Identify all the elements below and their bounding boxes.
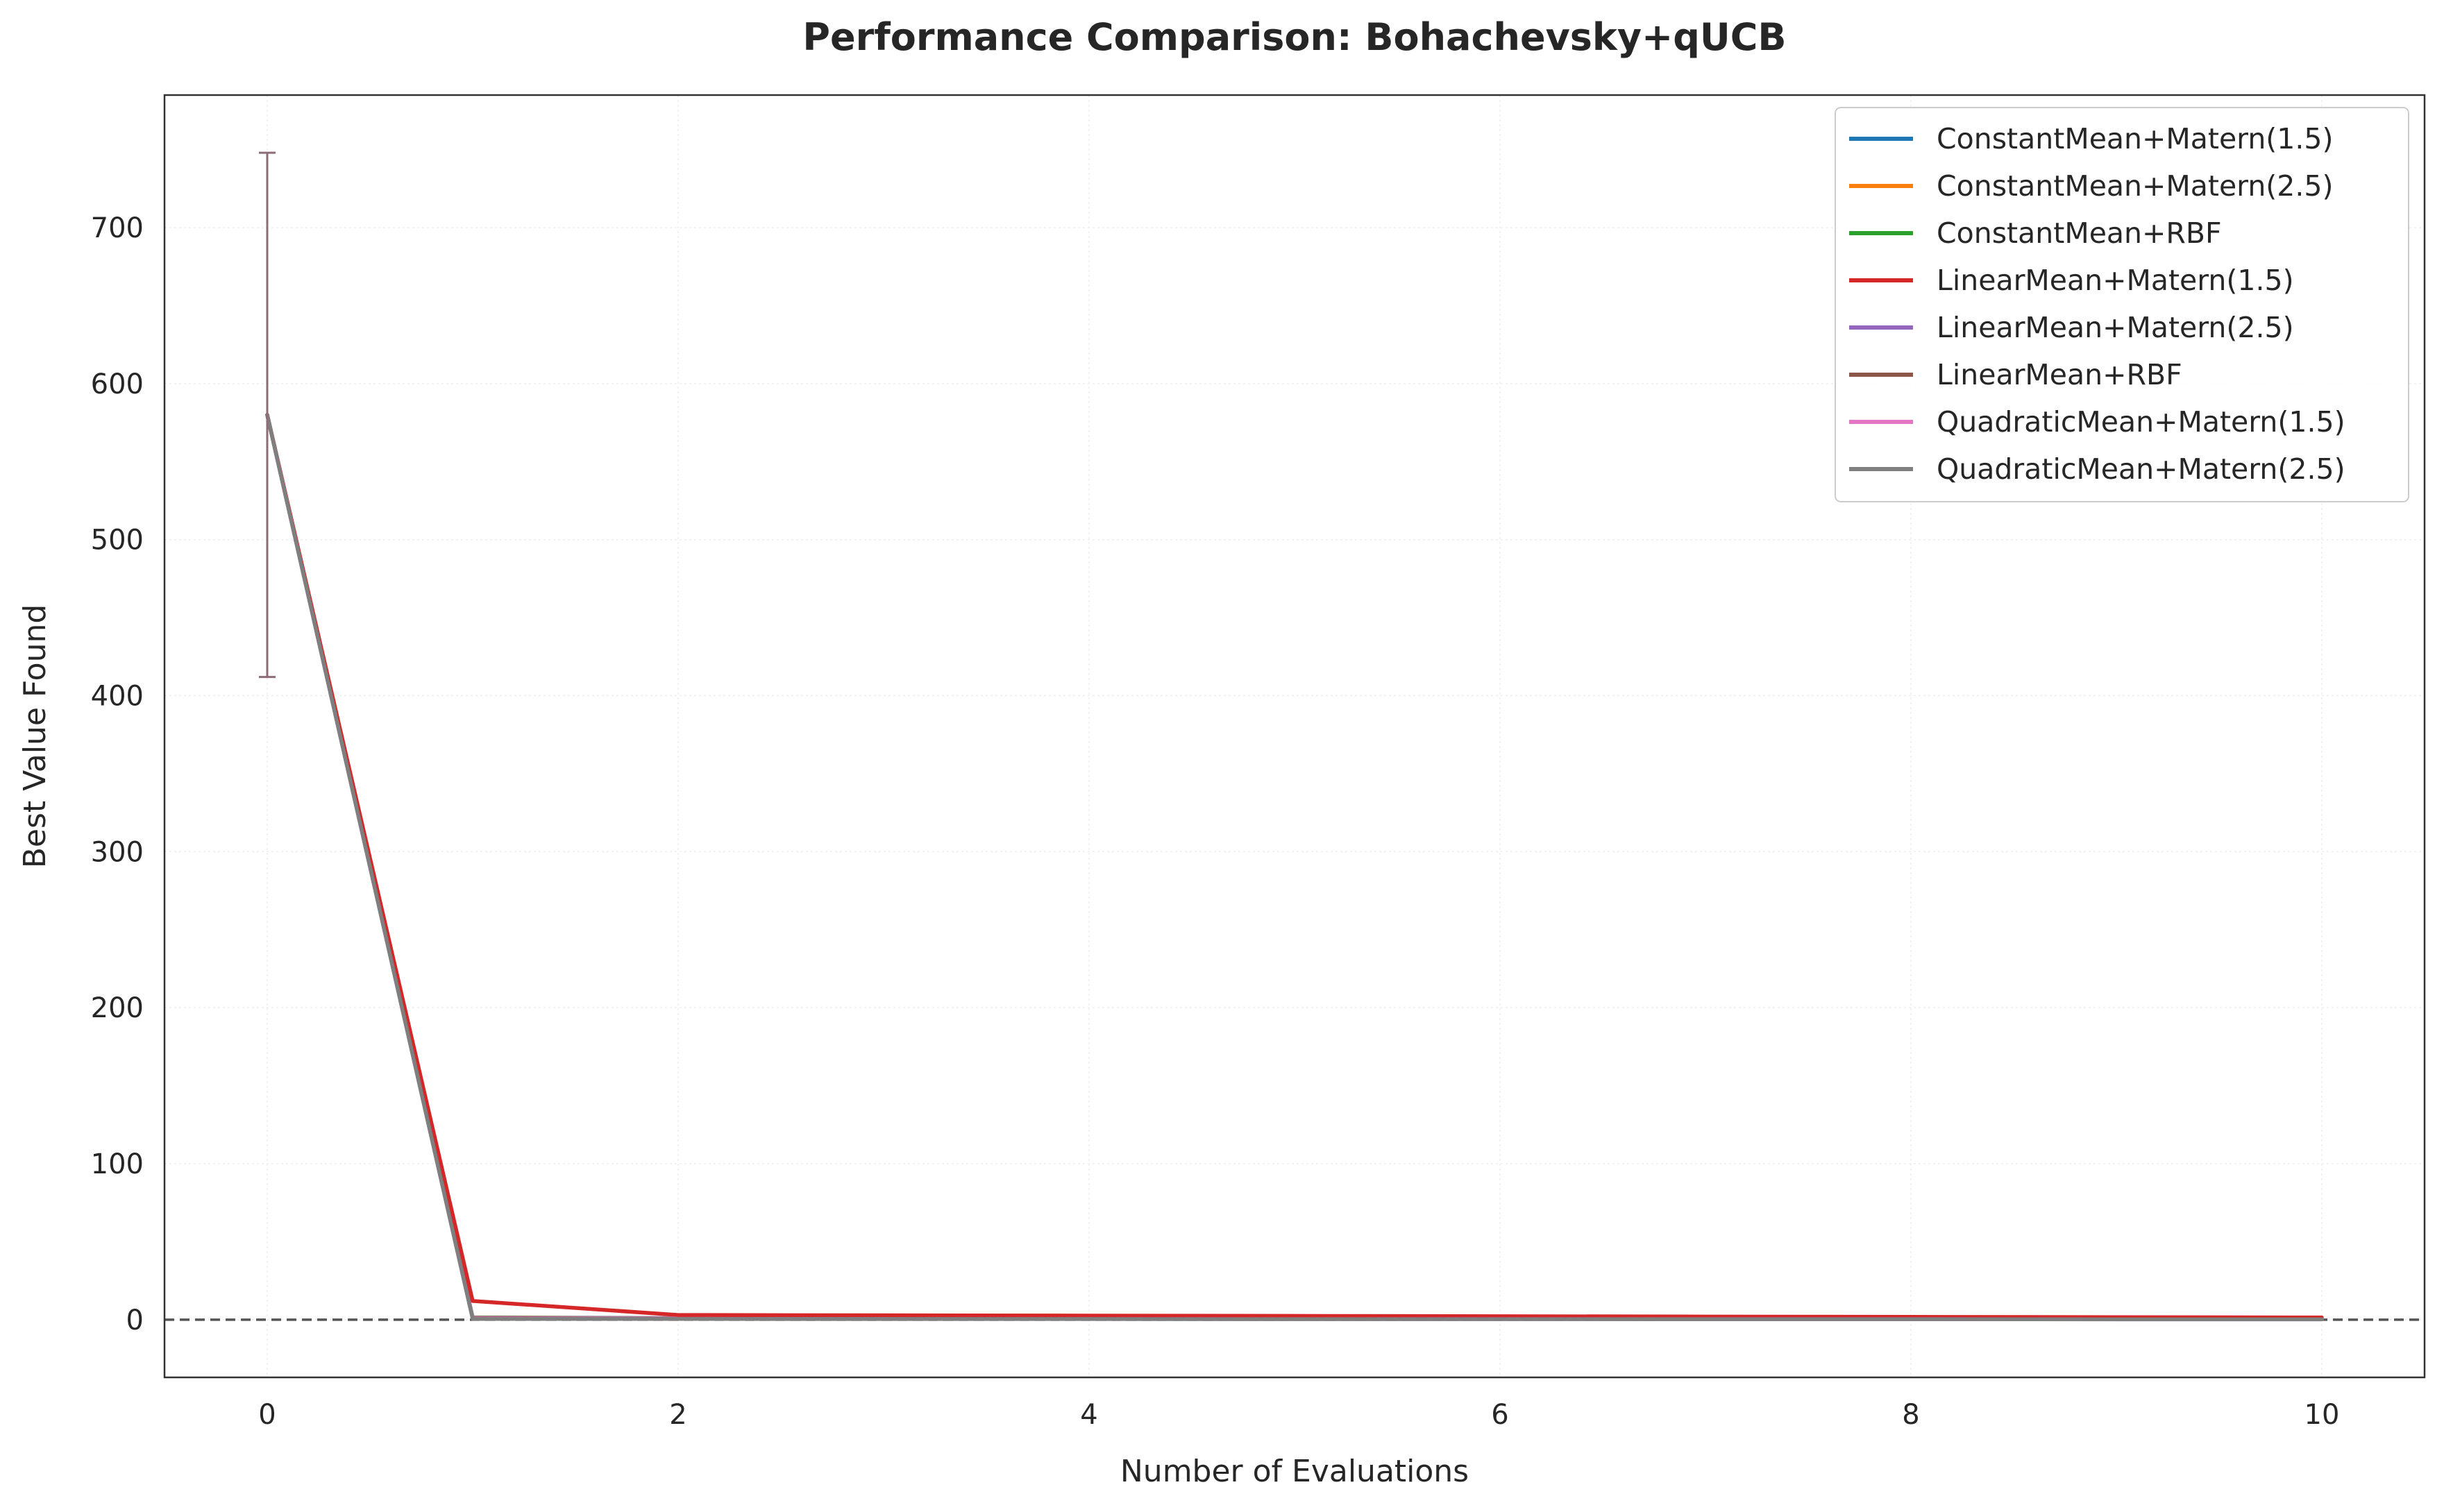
- y-tick-label: 400: [91, 681, 144, 713]
- y-axis-ticks: 0 100 200 300 400 500 600 700: [91, 212, 144, 1336]
- legend-label-6: QuadraticMean+Matern(1.5): [1937, 405, 2345, 439]
- series-line-7: [265, 413, 2324, 1322]
- y-tick-label: 200: [91, 992, 144, 1024]
- y-tick-label: 0: [126, 1305, 144, 1336]
- x-axis-title: Number of Evaluations: [1120, 1454, 1469, 1489]
- y-tick-label: 300: [91, 836, 144, 868]
- series-layer: [265, 413, 2324, 1322]
- legend-label-2: ConstantMean+RBF: [1937, 216, 2222, 250]
- x-tick-label: 6: [1491, 1399, 1508, 1431]
- plot-frame: [163, 94, 2426, 1379]
- y-tick-label: 100: [91, 1148, 144, 1180]
- x-tick-label: 10: [2304, 1399, 2340, 1431]
- x-tick-label: 4: [1080, 1399, 1097, 1431]
- series-line-3: [265, 413, 2324, 1320]
- legend-label-5: LinearMean+RBF: [1937, 358, 2182, 391]
- legend: ConstantMean+Matern(1.5) ConstantMean+Mat…: [1835, 107, 2409, 502]
- legend-label-4: LinearMean+Matern(2.5): [1937, 311, 2294, 344]
- legend-label-3: LinearMean+Matern(1.5): [1937, 264, 2294, 297]
- legend-label-7: QuadraticMean+Matern(2.5): [1937, 452, 2345, 486]
- x-tick-label: 0: [258, 1399, 276, 1431]
- chart-title: Performance Comparison: Bohachevsky+qUCB: [802, 15, 1786, 59]
- legend-label-1: ConstantMean+Matern(2.5): [1937, 169, 2334, 203]
- legend-box: [1835, 107, 2409, 502]
- x-tick-label: 8: [1902, 1399, 1919, 1431]
- legend-label-0: ConstantMean+Matern(1.5): [1937, 122, 2334, 155]
- x-tick-label: 2: [669, 1399, 686, 1431]
- error-bar-layer: [259, 151, 276, 679]
- y-tick-label: 600: [91, 368, 144, 400]
- y-tick-label: 700: [91, 212, 144, 244]
- x-axis-ticks: 0 2 4 6 8 10: [258, 1399, 2339, 1431]
- y-tick-label: 500: [91, 525, 144, 557]
- y-axis-title: Best Value Found: [17, 604, 53, 869]
